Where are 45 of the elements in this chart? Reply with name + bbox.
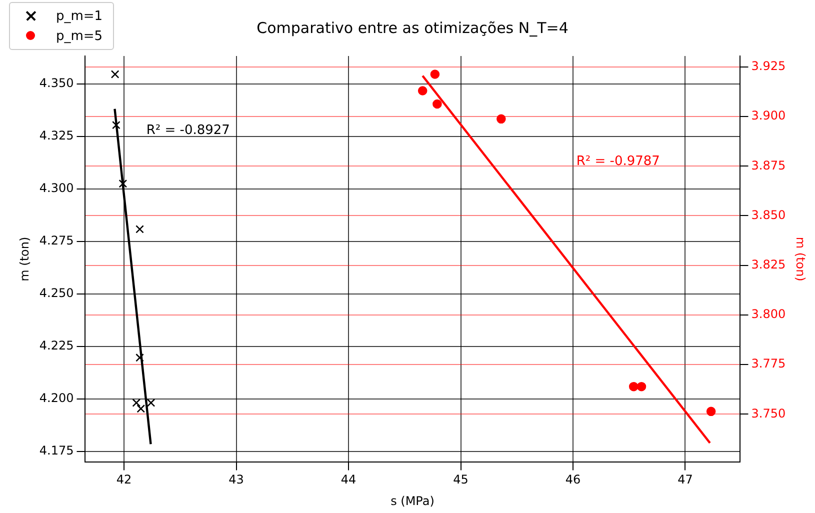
y-tick-label: 4.350 [39, 76, 74, 90]
y-tick-label: 4.325 [39, 128, 74, 143]
point [496, 114, 506, 124]
legend-label: p_m=1 [56, 8, 103, 24]
y-tick-label: 4.225 [39, 338, 74, 352]
point [430, 70, 440, 79]
point [418, 86, 428, 96]
y2-tick-label: 3.875 [751, 158, 786, 172]
y2-tick-label: 3.825 [751, 257, 786, 272]
point [132, 398, 141, 407]
x-tick-label: 45 [453, 472, 468, 487]
annotation: R² = -0.9787 [576, 154, 660, 169]
y-axis-title: m (ton) [17, 236, 32, 282]
point [432, 99, 442, 109]
y2-tick-label: 3.775 [751, 356, 786, 371]
x-tick-label: 42 [116, 472, 132, 487]
point [136, 404, 146, 413]
x-axis-title: s (MPa) [390, 494, 434, 508]
point [628, 382, 638, 392]
y-tick-label: 4.200 [39, 390, 74, 405]
y-tick-label: 4.275 [39, 233, 74, 248]
point [706, 406, 716, 416]
point [136, 225, 144, 234]
annotation: R² = -0.8927 [146, 123, 230, 138]
y-tick-label: 4.300 [39, 181, 74, 196]
y2-axis-title: m (ton) [794, 236, 808, 282]
point [112, 120, 120, 130]
y2-tick-label: 3.750 [751, 406, 786, 420]
point [110, 70, 120, 78]
point [146, 398, 156, 407]
x-tick-label: 47 [678, 472, 693, 487]
y-tick-label: 4.250 [39, 286, 74, 300]
x-tick-label: 43 [228, 472, 244, 487]
y2-tick-label: 3.925 [751, 59, 786, 74]
y2-tick-label: 3.900 [751, 108, 786, 123]
y2-tick-label: 3.850 [751, 208, 786, 222]
point [118, 179, 128, 188]
legend-label: p_m=5 [56, 28, 103, 44]
point [636, 382, 646, 392]
x-tick-label: 44 [340, 472, 356, 487]
x-tick-label: 46 [565, 472, 581, 487]
chart-title: Comparativo entre as otimizações N_T=4 [256, 18, 568, 37]
y-tick-label: 4.175 [39, 443, 74, 458]
y2-tick-label: 3.800 [751, 307, 786, 322]
point [136, 353, 144, 362]
